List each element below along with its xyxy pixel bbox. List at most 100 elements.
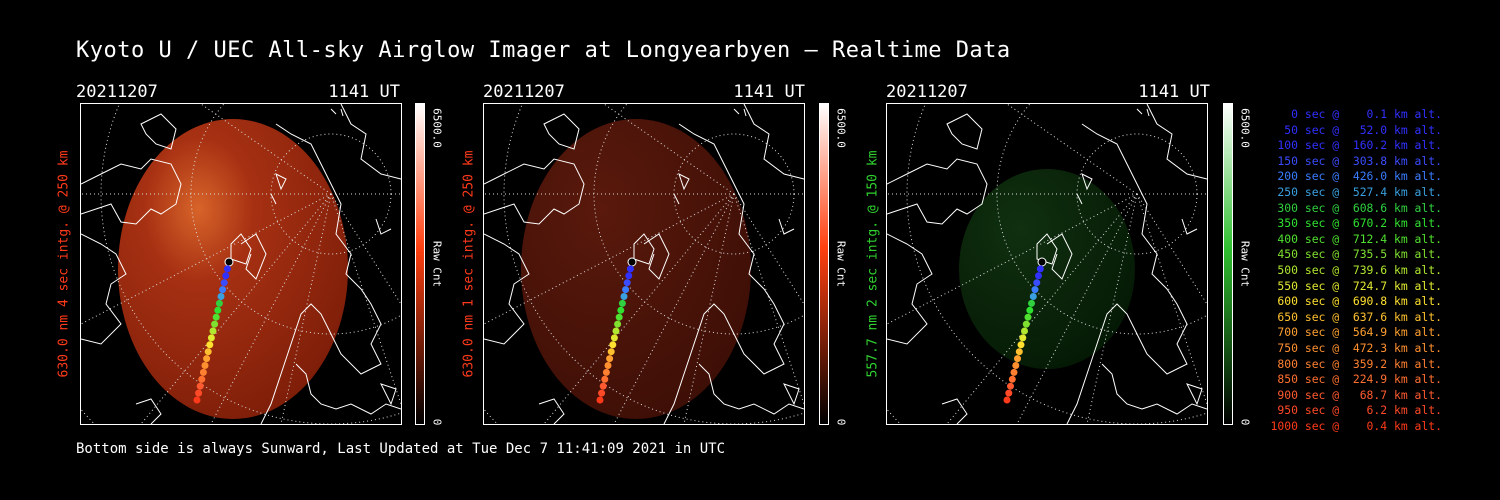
trajectory-point xyxy=(1036,265,1044,273)
page-title: Kyoto U / UEC All-sky Airglow Imager at … xyxy=(76,38,1011,63)
trajectory-point xyxy=(219,286,227,294)
panel-3-wavelength-label: 557.7 nm 2 sec intg. @ 150 km xyxy=(865,150,881,378)
panel-1-colorbar-unit: Raw Cnt xyxy=(430,240,444,288)
trajectory-point xyxy=(609,341,617,349)
trajectory-point xyxy=(602,368,610,376)
trajectory-point xyxy=(1026,306,1034,314)
legend-row: 450 sec @ 735.5 km alt. xyxy=(1270,247,1442,262)
trajectory-point xyxy=(209,327,217,335)
trajectory-point xyxy=(614,320,622,328)
trajectory-point xyxy=(617,306,625,314)
legend-row: 800 sec @ 359.2 km alt. xyxy=(1270,356,1442,371)
panel-3-colorbar-unit: Raw Cnt xyxy=(1238,240,1252,288)
panel-1-colorbar xyxy=(415,103,425,425)
trajectory-point xyxy=(206,341,214,349)
legend-row: 750 sec @ 472.3 km alt. xyxy=(1270,340,1442,355)
panel-1-wavelength-label: 630.0 nm 4 sec intg. @ 250 km xyxy=(56,150,72,378)
trajectory-point xyxy=(204,348,212,356)
coastlines xyxy=(484,104,804,424)
trajectory-point xyxy=(1029,293,1037,300)
legend-row: 650 sec @ 637.6 km alt. xyxy=(1270,309,1442,324)
legend-row: 350 sec @ 670.2 km alt. xyxy=(1270,216,1442,231)
panel-2-time: 1141 UT xyxy=(733,82,805,102)
trajectory xyxy=(1003,257,1047,404)
trajectory-point xyxy=(214,306,222,314)
panel-1-colorbar-max: 6500.0 xyxy=(430,108,444,148)
legend-row: 200 sec @ 426.0 km alt. xyxy=(1270,169,1442,184)
trajectory-point xyxy=(1012,362,1020,369)
panel-2-wavelength-label: 630.0 nm 1 sec intg. @ 250 km xyxy=(461,150,477,378)
legend-row: 400 sec @ 712.4 km alt. xyxy=(1270,231,1442,246)
trajectory-point xyxy=(198,375,206,383)
trajectory-point xyxy=(612,327,620,335)
trajectory-point xyxy=(203,355,211,363)
trajectory-point xyxy=(618,299,626,307)
trajectory-point xyxy=(1005,389,1013,397)
trajectory-point xyxy=(193,396,201,404)
trajectory-point xyxy=(215,299,223,307)
panel-3-colorbar-max: 6500.0 xyxy=(1238,108,1252,148)
trajectory-point xyxy=(212,313,220,321)
trajectory-point xyxy=(626,265,634,273)
airglow-field xyxy=(118,119,348,419)
trajectory-point xyxy=(196,382,204,390)
panel-3-allsky-map xyxy=(886,103,1208,425)
airglow-field xyxy=(959,169,1135,369)
trajectory-point xyxy=(615,313,623,321)
trajectory-point xyxy=(604,362,612,369)
panel-1-time: 1141 UT xyxy=(328,82,400,102)
trajectory-point xyxy=(207,334,215,342)
legend-row: 300 sec @ 608.6 km alt. xyxy=(1270,200,1442,215)
trajectory-point xyxy=(625,272,633,280)
legend-row: 150 sec @ 303.8 km alt. xyxy=(1270,153,1442,168)
panel-3-time: 1141 UT xyxy=(1138,82,1210,102)
trajectory-point xyxy=(201,362,209,369)
panel-1-date: 20211207 xyxy=(76,82,158,102)
trajectory-legend: 0 sec @ 0.1 km alt. 50 sec @ 52.0 km alt… xyxy=(1271,107,1442,434)
trajectory-point xyxy=(1024,313,1032,321)
panel-2-colorbar xyxy=(819,103,829,425)
trajectory-point xyxy=(610,334,618,342)
legend-row: 900 sec @ 68.7 km alt. xyxy=(1270,387,1442,402)
trajectory-point xyxy=(627,257,637,267)
panel-3-date: 20211207 xyxy=(886,82,968,102)
trajectory-point xyxy=(1008,375,1016,383)
trajectory-point xyxy=(217,293,225,300)
trajectory-point xyxy=(1022,320,1030,328)
trajectory-point xyxy=(1014,355,1021,363)
map-grid xyxy=(81,104,401,424)
trajectory-point xyxy=(224,257,234,267)
legend-row: 600 sec @ 690.8 km alt. xyxy=(1270,294,1442,309)
trajectory-point xyxy=(222,272,230,280)
trajectory-point xyxy=(220,279,228,287)
trajectory-point xyxy=(195,389,203,397)
legend-row: 700 sec @ 564.9 km alt. xyxy=(1270,325,1442,340)
panel-2-allsky-map xyxy=(483,103,805,425)
trajectory-point xyxy=(599,382,607,390)
legend-row: 0 sec @ 0.1 km alt. xyxy=(1270,107,1442,121)
legend-row: 1000 sec @ 0.4 km alt. xyxy=(1270,418,1442,433)
map-grid xyxy=(887,104,1207,424)
trajectory-point xyxy=(1019,334,1027,342)
trajectory-point xyxy=(1010,368,1018,376)
trajectory xyxy=(596,257,637,404)
trajectory-point xyxy=(1035,272,1042,280)
legend-row: 500 sec @ 739.6 km alt. xyxy=(1270,262,1442,277)
trajectory-point xyxy=(1017,341,1025,349)
trajectory-point xyxy=(1028,299,1035,307)
trajectory-point xyxy=(620,293,628,300)
trajectory-point xyxy=(1021,327,1028,335)
trajectory-point xyxy=(1007,382,1014,390)
trajectory-point xyxy=(199,368,207,376)
trajectory-point xyxy=(596,396,604,404)
footer-status: Bottom side is always Sunward, Last Upda… xyxy=(76,441,726,457)
legend-row: 250 sec @ 527.4 km alt. xyxy=(1270,184,1442,199)
trajectory-point xyxy=(223,265,231,273)
panel-1-colorbar-min: 0 xyxy=(430,418,444,426)
panel-2-colorbar-unit: Raw Cnt xyxy=(834,240,848,288)
legend-row: 100 sec @ 160.2 km alt. xyxy=(1270,138,1442,153)
legend-row: 950 sec @ 6.2 km alt. xyxy=(1270,403,1442,418)
legend-row: 50 sec @ 52.0 km alt. xyxy=(1270,122,1442,137)
trajectory-point xyxy=(606,355,614,363)
panel-2-colorbar-max: 6500.0 xyxy=(834,108,848,148)
